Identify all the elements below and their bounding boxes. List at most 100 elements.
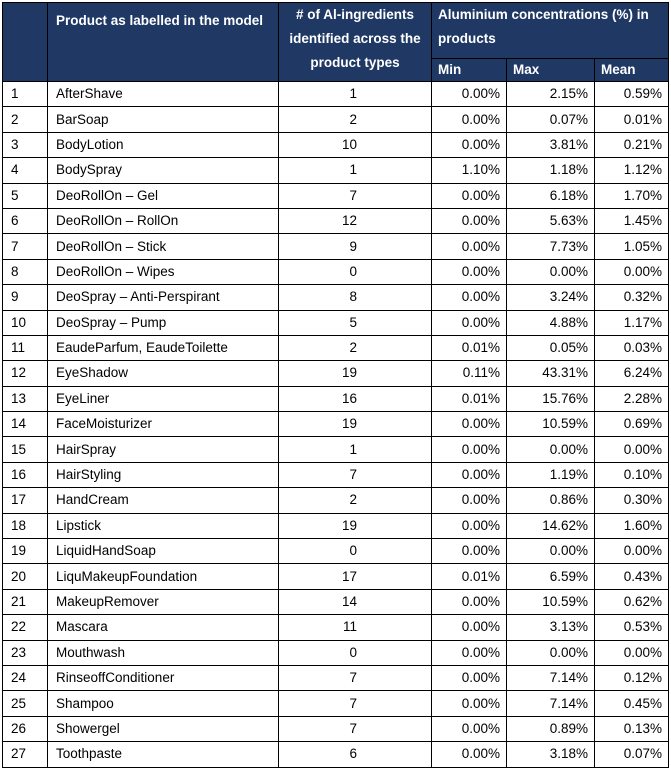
product-name: RinseoffConditioner: [47, 664, 279, 692]
max-concentration: 0.00%: [506, 639, 595, 666]
min-concentration: 0.00%: [431, 207, 507, 235]
min-concentration: 0.00%: [431, 461, 507, 489]
product-name: Lipstick: [47, 512, 279, 540]
max-concentration: 7.14%: [506, 664, 595, 692]
min-concentration: 0.00%: [431, 512, 507, 540]
ingredient-count: 1: [278, 436, 432, 463]
min-concentration: 0.00%: [431, 588, 507, 616]
row-index: 20: [2, 563, 48, 590]
max-concentration: 4.88%: [506, 309, 595, 336]
table-row: 18 Lipstick 19 0.00% 14.62% 1.60%: [2, 512, 670, 540]
min-concentration: 0.11%: [431, 360, 507, 387]
product-name: DeoSpray – Pump: [47, 309, 279, 336]
mean-concentration: 1.12%: [593, 157, 670, 184]
ingredient-count: 19: [278, 411, 432, 438]
row-index: 2: [2, 106, 48, 133]
row-index: 21: [2, 588, 48, 616]
ingredient-count: 14: [278, 588, 432, 616]
ingredient-count: 17: [278, 563, 432, 590]
ingredient-count: 12: [278, 207, 432, 235]
ingredient-count: 1: [278, 157, 432, 184]
max-concentration: 43.31%: [506, 360, 595, 387]
product-name: DeoRollOn – Gel: [47, 182, 279, 209]
row-index: 9: [2, 284, 48, 311]
min-concentration: 0.00%: [431, 258, 507, 286]
header-max: Max: [506, 58, 595, 82]
table-row: 4 BodySpray 1 1.10% 1.18% 1.12%: [2, 157, 670, 184]
row-index: 19: [2, 538, 48, 565]
product-name: Mouthwash: [47, 639, 279, 666]
max-concentration: 5.63%: [506, 207, 595, 235]
product-name: LiquidHandSoap: [47, 538, 279, 565]
min-concentration: 0.01%: [431, 385, 507, 413]
table-header: Product as labelled in the model # of Al…: [2, 2, 670, 82]
row-index: 13: [2, 385, 48, 413]
product-name: AfterShave: [47, 80, 279, 108]
row-index: 8: [2, 258, 48, 286]
table-row: 27 Toothpaste 6 0.00% 3.18% 0.07%: [2, 741, 670, 768]
max-concentration: 3.24%: [506, 284, 595, 311]
row-index: 27: [2, 741, 48, 768]
min-concentration: 0.00%: [431, 614, 507, 641]
max-concentration: 3.18%: [506, 741, 595, 768]
table-row: 6 DeoRollOn – RollOn 12 0.00% 5.63% 1.45%: [2, 207, 670, 235]
row-index: 4: [2, 157, 48, 184]
table-row: 5 DeoRollOn – Gel 7 0.00% 6.18% 1.70%: [2, 182, 670, 209]
product-name: EyeLiner: [47, 385, 279, 413]
mean-concentration: 0.00%: [593, 538, 670, 565]
row-index: 23: [2, 639, 48, 666]
max-concentration: 1.19%: [506, 461, 595, 489]
max-concentration: 6.18%: [506, 182, 595, 209]
product-name: HandCream: [47, 487, 279, 514]
mean-concentration: 0.00%: [593, 639, 670, 666]
ingredient-count: 10: [278, 131, 432, 159]
mean-concentration: 0.13%: [593, 715, 670, 743]
ingredient-count: 0: [278, 538, 432, 565]
mean-concentration: 0.53%: [593, 614, 670, 641]
mean-concentration: 0.59%: [593, 80, 670, 108]
table-row: 11 EaudeParfum, EaudeToilette 2 0.01% 0.05% 0…: [2, 334, 670, 362]
min-concentration: 0.00%: [431, 690, 507, 717]
min-concentration: 0.01%: [431, 334, 507, 362]
table-row: 7 DeoRollOn – Stick 9 0.00% 7.73% 1.05%: [2, 233, 670, 260]
max-concentration: 1.18%: [506, 157, 595, 184]
product-name: Shampoo: [47, 690, 279, 717]
mean-concentration: 0.10%: [593, 461, 670, 489]
product-name: EaudeParfum, EaudeToilette: [47, 334, 279, 362]
mean-concentration: 0.01%: [593, 106, 670, 133]
min-concentration: 0.00%: [431, 715, 507, 743]
product-name: DeoRollOn – Wipes: [47, 258, 279, 286]
min-concentration: 1.10%: [431, 157, 507, 184]
min-concentration: 0.00%: [431, 639, 507, 666]
table-row: 22 Mascara 11 0.00% 3.13% 0.53%: [2, 614, 670, 641]
max-concentration: 10.59%: [506, 411, 595, 438]
row-index: 7: [2, 233, 48, 260]
max-concentration: 0.00%: [506, 436, 595, 463]
ingredient-count: 2: [278, 106, 432, 133]
table-row: 20 LiquMakeupFoundation 17 0.01% 6.59% 0.43%: [2, 563, 670, 590]
ingredient-count: 7: [278, 182, 432, 209]
max-concentration: 0.89%: [506, 715, 595, 743]
ingredient-count: 8: [278, 284, 432, 311]
min-concentration: 0.00%: [431, 80, 507, 108]
mean-concentration: 0.45%: [593, 690, 670, 717]
product-name: HairSpray: [47, 436, 279, 463]
mean-concentration: 1.17%: [593, 309, 670, 336]
row-index: 6: [2, 207, 48, 235]
row-index: 3: [2, 131, 48, 159]
product-name: BarSoap: [47, 106, 279, 133]
table-row: 8 DeoRollOn – Wipes 0 0.00% 0.00% 0.00%: [2, 258, 670, 286]
min-concentration: 0.00%: [431, 538, 507, 565]
table-row: 24 RinseoffConditioner 7 0.00% 7.14% 0.12%: [2, 664, 670, 692]
product-name: Toothpaste: [47, 741, 279, 768]
table-row: 17 HandCream 2 0.00% 0.86% 0.30%: [2, 487, 670, 514]
row-index: 17: [2, 487, 48, 514]
table-row: 13 EyeLiner 16 0.01% 15.76% 2.28%: [2, 385, 670, 413]
table-row: 19 LiquidHandSoap 0 0.00% 0.00% 0.00%: [2, 538, 670, 565]
product-name: DeoSpray – Anti-Perspirant: [47, 284, 279, 311]
row-index: 5: [2, 182, 48, 209]
product-name: Mascara: [47, 614, 279, 641]
mean-concentration: 1.05%: [593, 233, 670, 260]
product-name: EyeShadow: [47, 360, 279, 387]
